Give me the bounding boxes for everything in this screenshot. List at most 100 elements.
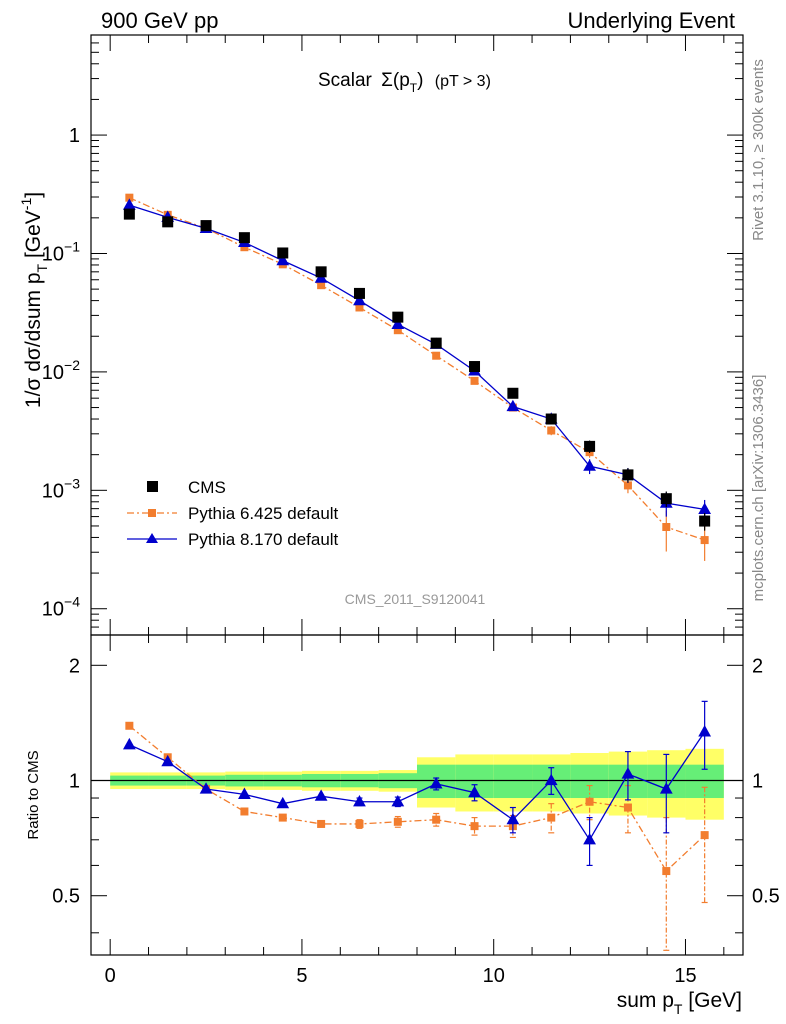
chart-title-sub: T xyxy=(410,81,418,95)
pythia6-point xyxy=(240,243,249,252)
y-axis-title-sup: -1 xyxy=(18,198,34,211)
x-tick-label: 10 xyxy=(483,965,505,987)
pythia8-ratio-point xyxy=(353,794,366,807)
cms-point xyxy=(277,247,289,259)
chart-title-close: ) xyxy=(417,70,423,91)
legend-marker-pythia8 xyxy=(146,533,158,543)
ratio-band-stat xyxy=(493,764,533,799)
y-tick-label: 1 xyxy=(69,125,80,147)
cms-point xyxy=(584,440,596,452)
pythia8-point xyxy=(506,399,520,412)
x-tick-label: 15 xyxy=(674,965,696,987)
pythia8-point xyxy=(583,459,596,471)
pythia6-ratio-point xyxy=(547,813,556,822)
y-axis-title-close: ] xyxy=(22,192,45,198)
pythia6-point xyxy=(623,481,632,490)
pythia6-point xyxy=(355,303,364,312)
chart-title-scalar: Scalar xyxy=(318,70,373,91)
y-axis-title-unit: [GeV xyxy=(22,210,45,264)
pythia6-point xyxy=(432,351,441,360)
ratio-y-tick-label-right: 0.5 xyxy=(752,886,780,908)
legend-label-pythia6: Pythia 6.425 default xyxy=(188,504,339,523)
pythia8-ratio-point xyxy=(583,832,596,845)
header-right: Underlying Event xyxy=(567,8,735,33)
pythia6-ratio-point xyxy=(355,819,364,828)
y-tick-label: 10−2 xyxy=(42,357,80,384)
y-tick-label: 10−4 xyxy=(42,594,80,621)
chart-title-cut: (pT > 3) xyxy=(435,73,491,90)
pythia8-ratio-line xyxy=(129,731,706,842)
chart-title: Scalar Σ(pT) (pT > 3) xyxy=(318,70,491,95)
cms-point xyxy=(622,469,634,481)
cms-point xyxy=(545,413,557,425)
ratio-y-tick-label-right: 2 xyxy=(752,655,763,677)
pythia6-ratio-point xyxy=(125,721,134,730)
x-axis-title: sum pT [GeV] xyxy=(617,989,742,1017)
pythia8-ratio-point xyxy=(468,785,481,798)
pythia8-point xyxy=(353,293,366,306)
pythia6-point xyxy=(662,523,671,532)
cms-point xyxy=(660,493,672,505)
pythia6-ratio-point xyxy=(585,797,594,806)
main-panel: 10−410−310−210−11 Scalar Σ(pT) (pT > 3) … xyxy=(18,34,744,636)
ratio-y-tick-label-right: 1 xyxy=(752,771,763,793)
pythia8-ratio-point xyxy=(122,737,136,750)
mcplots-label: mcplots.cern.ch [arXiv:1306.3436] xyxy=(750,375,767,602)
y-axis-title-sub: T xyxy=(34,263,50,272)
pythia6-point xyxy=(393,326,402,335)
pythia8-ratio-point xyxy=(161,754,175,767)
cms-point xyxy=(430,337,442,349)
cms-point xyxy=(123,208,135,220)
x-axis-title-main: sum p xyxy=(617,989,674,1012)
legend-label-cms: CMS xyxy=(188,478,226,497)
pythia6-ratio-line xyxy=(128,725,706,873)
cms-point xyxy=(353,287,365,299)
pythia6-ratio-point xyxy=(470,822,479,831)
pythia8-ratio-point xyxy=(276,796,290,809)
pythia8-ratio-point xyxy=(199,782,213,794)
pythia8-point xyxy=(698,502,712,515)
pythia6-ratio-point xyxy=(662,867,671,876)
ratio-y-axis-title: Ratio to CMS xyxy=(25,750,42,839)
pythia8-point xyxy=(276,253,290,266)
cms-point xyxy=(315,266,327,278)
x-tick-label: 0 xyxy=(105,965,116,987)
legend: CMS Pythia 6.425 default Pythia 8.170 de… xyxy=(127,478,339,549)
y-axis-title: 1/σ dσ/dsum pT [GeV-1] xyxy=(18,192,50,408)
cms-point xyxy=(699,515,711,527)
pythia6-ratio-point xyxy=(393,817,402,826)
analysis-id: CMS_2011_S9120041 xyxy=(345,591,486,607)
y-tick-label: 10−1 xyxy=(42,238,80,265)
pythia6-point xyxy=(125,193,134,202)
pythia8-ratio-point xyxy=(506,812,520,825)
pythia6-ratio-point xyxy=(317,819,326,828)
pythia8-ratio-point xyxy=(314,789,328,801)
cms-point xyxy=(507,387,519,399)
cms-point xyxy=(162,216,174,228)
x-tick-label: 5 xyxy=(296,965,307,987)
pythia6-ratio-point xyxy=(432,815,441,824)
ratio-band-stat xyxy=(570,764,609,799)
cms-point xyxy=(469,361,481,373)
pythia8-ratio-point xyxy=(659,782,673,794)
ratio-band-stat xyxy=(685,764,724,799)
pythia6-point xyxy=(700,536,709,545)
cms-point xyxy=(200,220,212,232)
pythia8-ratio-point xyxy=(698,725,712,737)
legend-marker-cms xyxy=(147,481,158,492)
pythia6-ratio-point xyxy=(700,831,709,840)
cms-point xyxy=(392,311,404,323)
legend-label-pythia8: Pythia 8.170 default xyxy=(188,530,339,549)
cms-point xyxy=(238,232,250,244)
pythia6-point xyxy=(470,376,479,385)
y-axis-title-main: 1/σ dσ/dsum p xyxy=(22,272,45,408)
pythia6-ratio-point xyxy=(623,803,632,812)
y-tick-label: 10−3 xyxy=(42,475,80,502)
pythia8-ratio-point xyxy=(238,787,251,799)
rivet-label: Rivet 3.1.10, ≥ 300k events xyxy=(750,59,767,241)
ratio-y-tick-label: 0.5 xyxy=(52,886,80,908)
pythia8-line xyxy=(129,204,705,511)
ratio-panel: 0.5 0.5 1 1 2 2 Ratio to CMS xyxy=(25,634,780,956)
ratio-y-tick-label: 2 xyxy=(69,655,80,677)
